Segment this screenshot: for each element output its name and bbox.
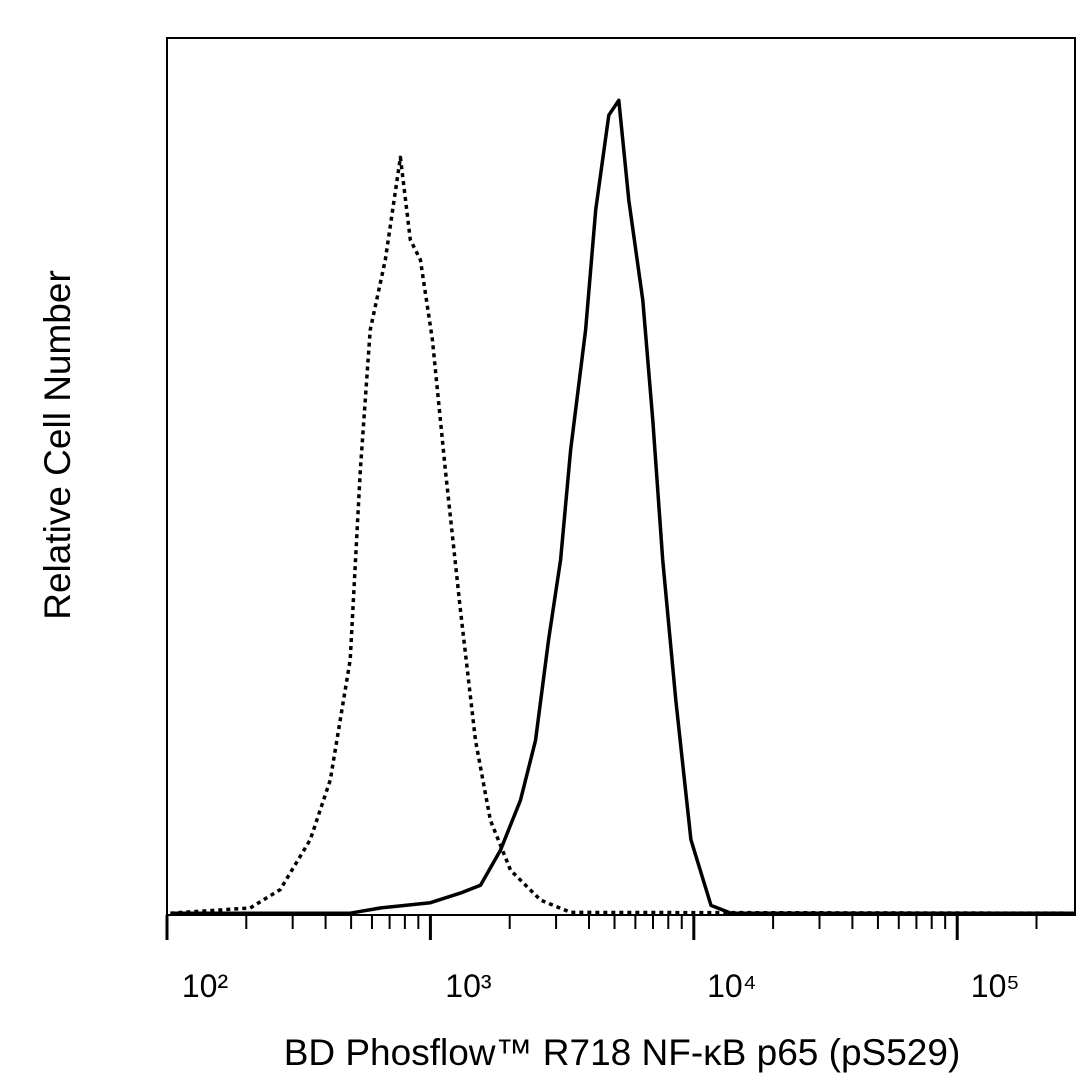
x-tick-label: 10³ bbox=[445, 968, 492, 1004]
x-tick-label: 10⁴ bbox=[707, 968, 756, 1004]
histogram-line bbox=[170, 98, 1075, 915]
plot-frame bbox=[166, 37, 1076, 916]
x-tick-label: 10⁵ bbox=[971, 968, 1020, 1004]
x-tick-label: 10² bbox=[182, 968, 229, 1004]
y-axis-label: Relative Cell Number bbox=[37, 270, 78, 620]
histogram-line bbox=[170, 155, 1076, 915]
x-axis-label: BD Phosflow™ R718 NF-κB p65 (pS529) bbox=[284, 1032, 961, 1073]
